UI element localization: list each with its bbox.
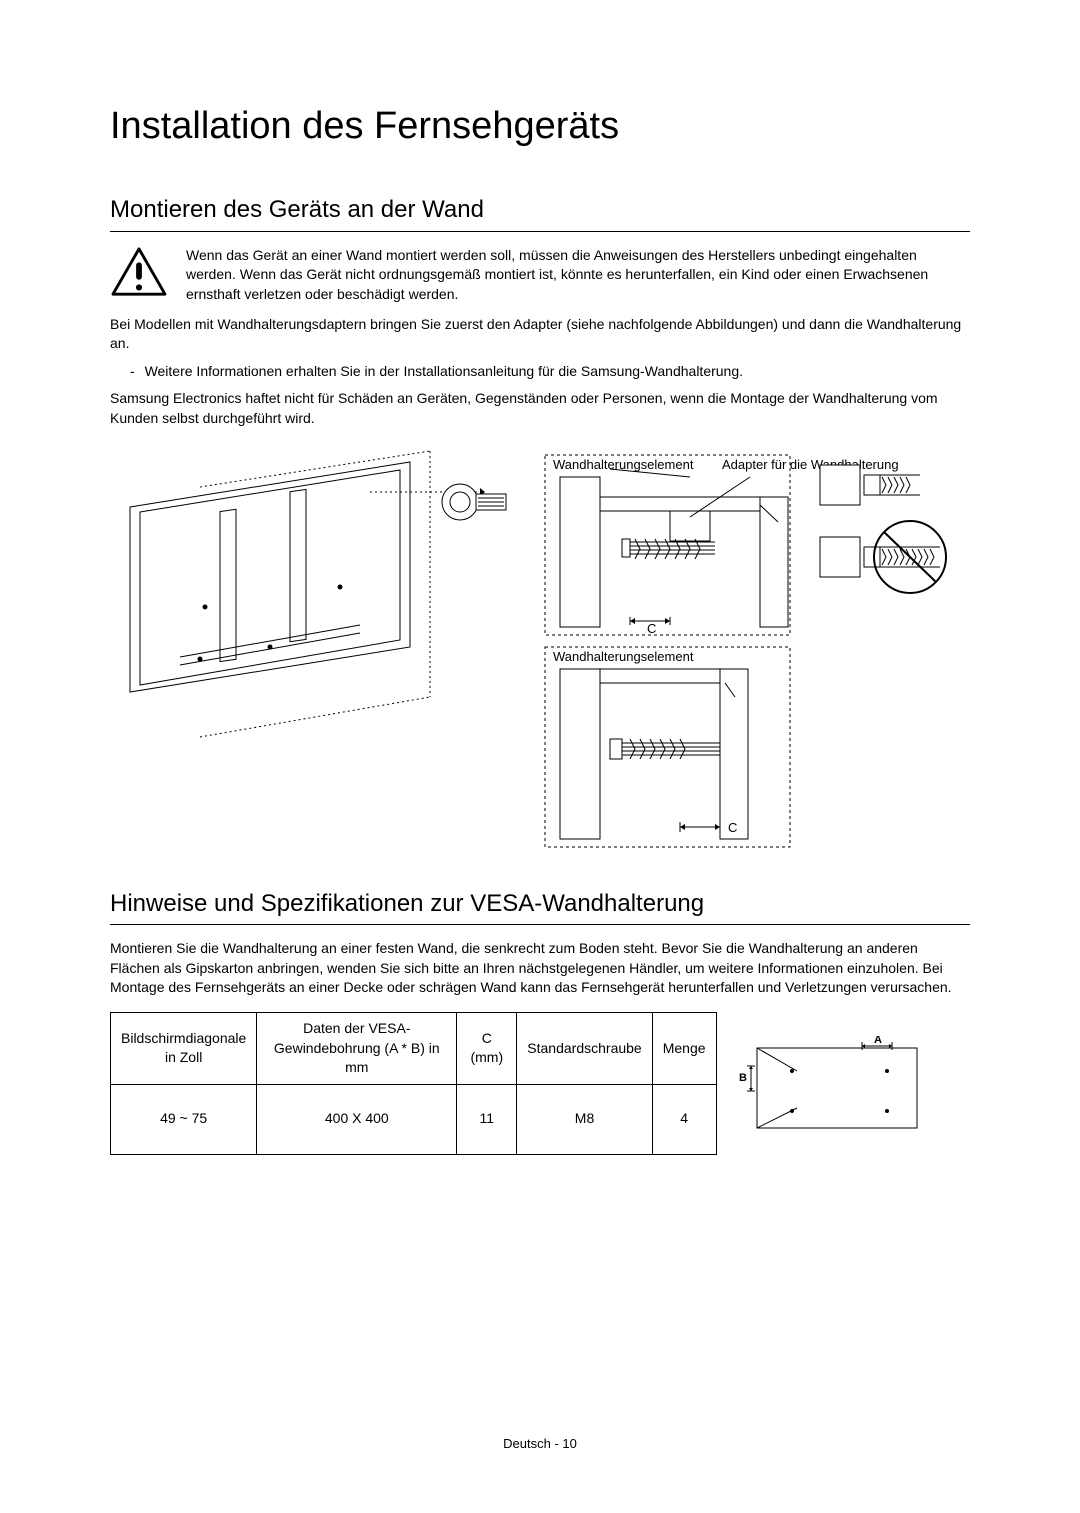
label-wall-element-2: Wandhalterungselement [553, 649, 694, 664]
page-footer: Deutsch - 10 [110, 1435, 970, 1453]
section1-p2: Samsung Electronics haftet nicht für Sch… [110, 389, 970, 428]
section1-bullet1: Weitere Informationen erhalten Sie in de… [110, 362, 970, 382]
cell-screen: 49 ~ 75 [111, 1084, 257, 1154]
label-c-1: C [647, 621, 656, 636]
cell-vesa: 400 X 400 [257, 1084, 457, 1154]
cell-c: 11 [457, 1084, 517, 1154]
col-qty: Menge [652, 1012, 716, 1084]
table-row: 49 ~ 75 400 X 400 11 M8 4 [111, 1084, 717, 1154]
label-adapter: Adapter für die Wandhalterung [722, 457, 899, 472]
label-c-2: C [728, 820, 737, 835]
label-wall-element: Wandhalterungselement [553, 457, 694, 472]
warning-icon [110, 246, 168, 298]
col-screw: Standardschraube [517, 1012, 652, 1084]
cell-screw: M8 [517, 1084, 652, 1154]
col-screen: Bildschirmdiagonale in Zoll [111, 1012, 257, 1084]
label-b: B [739, 1072, 747, 1084]
col-vesa: Daten der VESA-Gewindebohrung (A * B) in… [257, 1012, 457, 1084]
page-title: Installation des Fernsehgeräts [110, 100, 970, 153]
section1-heading: Montieren des Geräts an der Wand [110, 193, 970, 232]
cell-qty: 4 [652, 1084, 716, 1154]
section1-p1: Bei Modellen mit Wandhalterungsdaptern b… [110, 315, 970, 354]
section2-heading: Hinweise und Spezifikationen zur VESA-Wa… [110, 887, 970, 926]
warning-text: Wenn das Gerät an einer Wand montiert we… [186, 246, 970, 305]
mini-tv-diagram: A B [737, 1036, 927, 1131]
label-a: A [874, 1036, 882, 1046]
diagram-area: Wandhalterungselement Adapter für die Wa… [110, 447, 970, 867]
section2-p1: Montieren Sie die Wandhalterung an einer… [110, 939, 970, 998]
spec-table: Bildschirmdiagonale in Zoll Daten der VE… [110, 1012, 717, 1155]
warning-block: Wenn das Gerät an einer Wand montiert we… [110, 246, 970, 305]
col-c: C (mm) [457, 1012, 517, 1084]
